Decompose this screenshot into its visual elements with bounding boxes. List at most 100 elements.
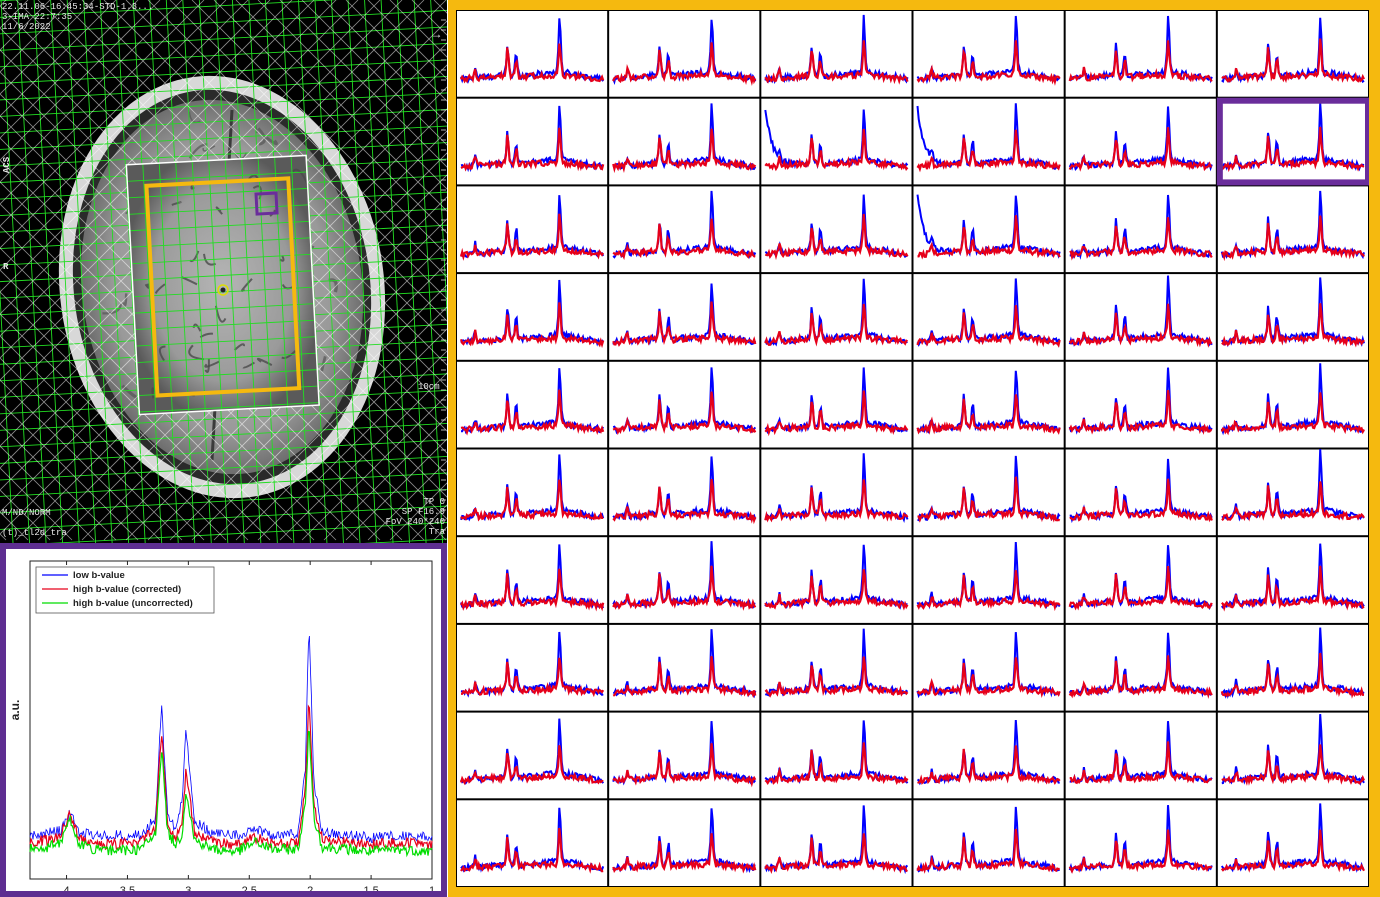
spectrum-cell bbox=[1065, 624, 1216, 711]
legend: low b-value high b-value (corrected) high … bbox=[35, 566, 215, 614]
high-b-spectrum bbox=[916, 828, 1060, 874]
high-b-spectrum bbox=[1069, 741, 1213, 785]
high-b-spectrum bbox=[1068, 303, 1213, 348]
spectrum-cell bbox=[913, 449, 1064, 536]
high-b-spectrum bbox=[1221, 744, 1365, 786]
spectrum-cell bbox=[609, 800, 760, 886]
band-line bbox=[0, 379, 161, 541]
band-line bbox=[0, 0, 337, 337]
spectrum-cell bbox=[1065, 186, 1216, 273]
sulcus bbox=[202, 145, 216, 152]
high-b-spectrum bbox=[612, 743, 757, 788]
spectrum-cell bbox=[457, 800, 608, 886]
x-tick-label: 2.5 bbox=[242, 885, 257, 891]
mri-header-text: 22.11.06-16:45:34-STD-1.3... 3-IMA 22:7:… bbox=[2, 2, 153, 32]
band-line bbox=[125, 218, 447, 541]
high-b-spectrum bbox=[1220, 126, 1365, 173]
high-b-spectrum bbox=[764, 390, 909, 437]
high-b-spectrum bbox=[764, 833, 908, 875]
band-line bbox=[191, 0, 447, 256]
high-b-spectrum bbox=[764, 128, 909, 172]
grid-line bbox=[135, 336, 316, 347]
high-b-spectrum bbox=[1220, 392, 1365, 436]
mri-footer-right-1: TP 0 bbox=[423, 497, 445, 507]
spectrum-cell bbox=[457, 712, 608, 799]
mri-footer-left-2: (t)_tl2d_tra bbox=[2, 528, 67, 538]
grid-line bbox=[0, 70, 447, 107]
sulcus bbox=[151, 387, 156, 399]
high-b-spectrum bbox=[460, 479, 604, 522]
high-b-spectrum bbox=[612, 656, 757, 699]
sulcus bbox=[158, 345, 166, 362]
spectrum-cell bbox=[913, 11, 1064, 97]
grid-line bbox=[241, 158, 256, 409]
spectrum-cell bbox=[1065, 361, 1216, 448]
grid-line bbox=[290, 156, 305, 406]
grid-line bbox=[0, 0, 19, 543]
band-line bbox=[345, 0, 447, 102]
center-marker-dot bbox=[220, 287, 226, 293]
high-b-spectrum bbox=[916, 129, 1061, 173]
center-marker bbox=[217, 284, 229, 296]
plot-box bbox=[29, 560, 433, 880]
high-b-spectrum bbox=[460, 827, 604, 874]
grid-line bbox=[132, 270, 313, 281]
sulcus bbox=[328, 278, 338, 293]
sulcus bbox=[265, 136, 278, 146]
spectrum-cell bbox=[913, 361, 1064, 448]
high-b-spectrum bbox=[1221, 38, 1365, 84]
high-b-spectrum bbox=[916, 570, 1061, 612]
high-b-spectrum bbox=[612, 128, 757, 174]
band-line bbox=[213, 306, 447, 541]
series-line-2 bbox=[29, 730, 433, 858]
grid-line bbox=[257, 157, 272, 408]
series-line-0 bbox=[29, 635, 433, 844]
spectra-grid-svg bbox=[457, 11, 1369, 886]
spectrum-cell bbox=[761, 274, 912, 360]
spectrum-cell bbox=[609, 449, 760, 536]
high-b-spectrum bbox=[1221, 565, 1365, 612]
spectrum-cell bbox=[761, 186, 912, 273]
spectrum-cell bbox=[761, 361, 912, 448]
band-line bbox=[279, 0, 447, 168]
spectrum-cell bbox=[913, 186, 1064, 273]
grid-line bbox=[0, 120, 447, 156]
grid-line bbox=[0, 466, 447, 502]
band-line bbox=[0, 269, 271, 541]
sulcus bbox=[233, 343, 246, 351]
mri-header-line-1: 22.11.06-16:45:34-STD-1.3... bbox=[2, 2, 154, 12]
spectrum-cell bbox=[1217, 800, 1368, 886]
high-b-spectrum bbox=[612, 391, 757, 436]
high-b-spectrum bbox=[1221, 481, 1365, 522]
sulcus bbox=[144, 283, 150, 289]
grid-line bbox=[393, 0, 431, 543]
sulcus bbox=[242, 361, 255, 369]
high-b-spectrum bbox=[460, 389, 605, 436]
legend-label-2: high b-value (uncorrected) bbox=[73, 598, 193, 609]
band-line bbox=[0, 0, 315, 315]
voi-box bbox=[144, 176, 302, 398]
high-b-spectrum bbox=[764, 479, 909, 523]
high-b-spectrum bbox=[460, 127, 605, 172]
spectrum-cell bbox=[609, 11, 760, 97]
band-line bbox=[0, 0, 293, 293]
orientation-label-r: R bbox=[3, 262, 9, 272]
high-b-spectrum bbox=[1068, 127, 1212, 172]
spectrum-cell bbox=[761, 449, 912, 536]
series-line-1 bbox=[29, 704, 433, 851]
mri-footer-right-4: Tra bbox=[428, 527, 445, 537]
band-line bbox=[345, 438, 447, 541]
scale-label: 10cm bbox=[418, 382, 440, 392]
orientation-label-acs: ACS bbox=[2, 156, 13, 174]
band-line bbox=[0, 0, 271, 271]
grid-line bbox=[344, 0, 381, 543]
band-line bbox=[0, 0, 249, 249]
spectrum-cell bbox=[457, 98, 608, 185]
spectra-grid-frame bbox=[448, 0, 1380, 897]
band-line bbox=[235, 328, 447, 541]
high-b-spectrum bbox=[917, 215, 1061, 260]
fov-box-group bbox=[125, 154, 320, 416]
sulcus bbox=[240, 278, 253, 292]
high-b-spectrum bbox=[1068, 655, 1213, 700]
